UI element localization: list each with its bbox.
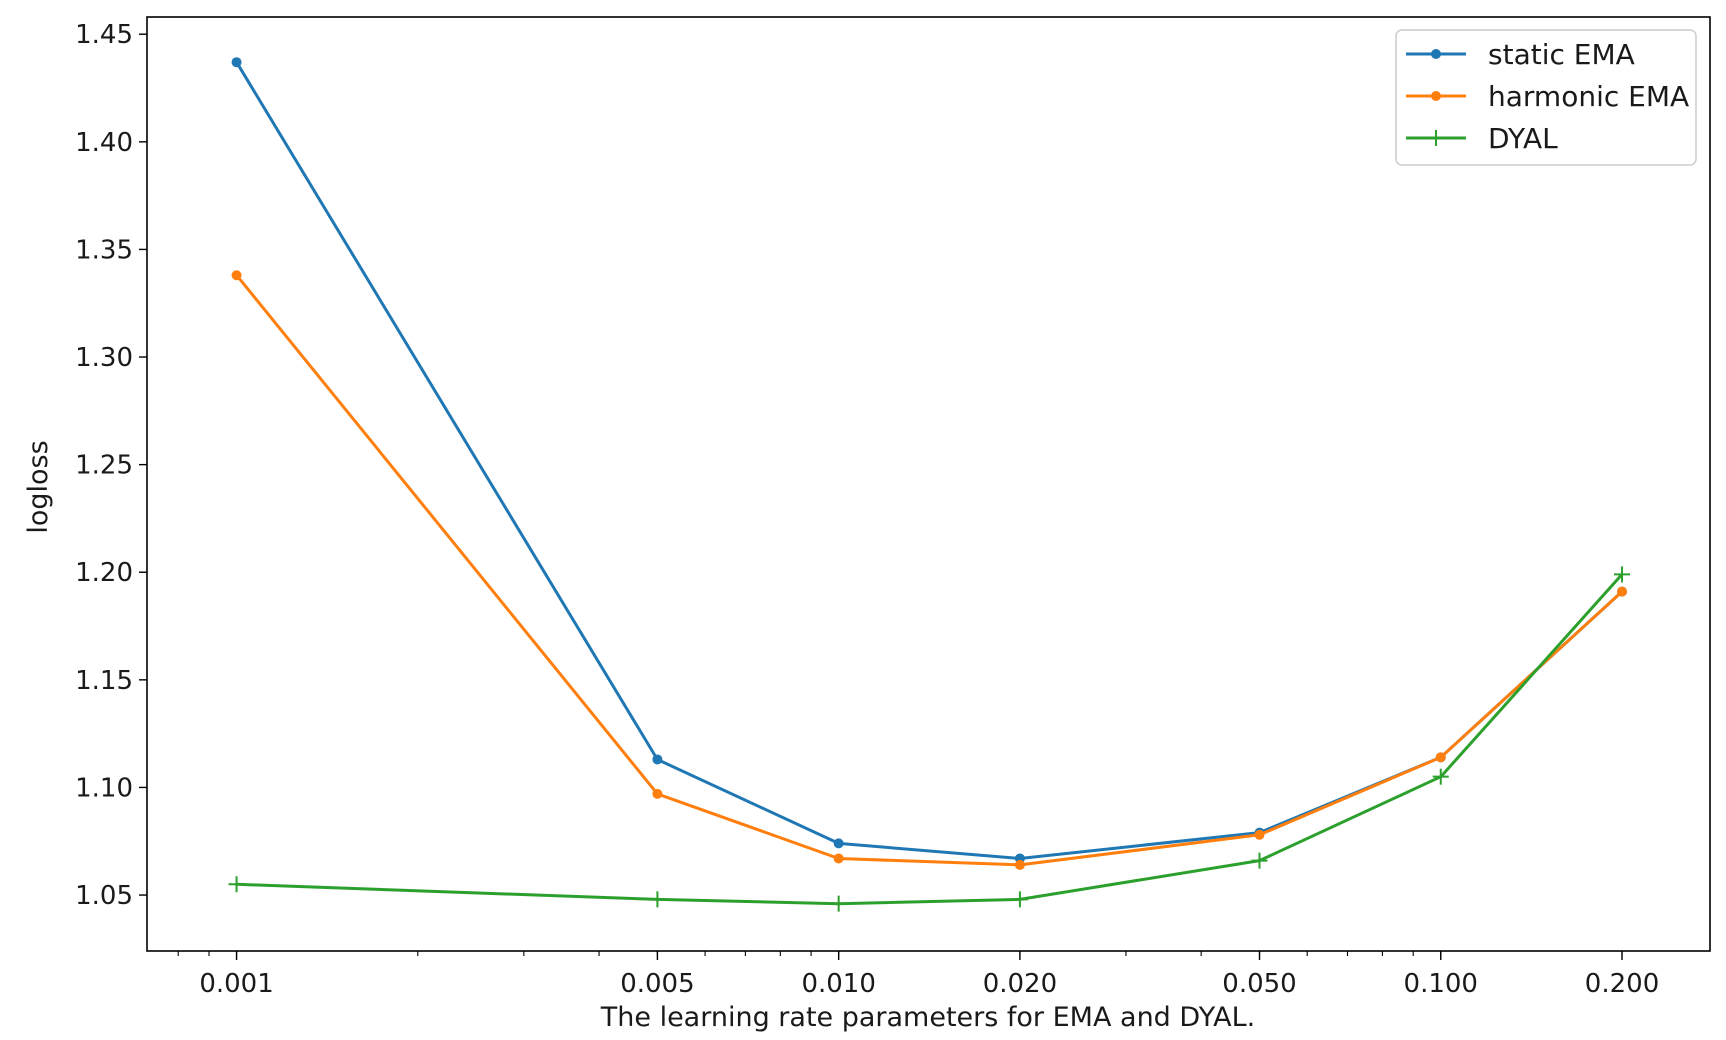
dyal-point xyxy=(1011,891,1028,908)
y-tick-label: 1.15 xyxy=(75,666,133,696)
x-axis-label: The learning rate parameters for EMA and… xyxy=(600,1002,1255,1033)
series-harmonic-ema xyxy=(231,270,1628,870)
static-ema-point xyxy=(231,57,242,68)
plot-frame xyxy=(146,16,1711,952)
harmonic-ema-point xyxy=(652,788,663,799)
y-tick-label: 1.30 xyxy=(75,343,133,373)
legend-marker xyxy=(1431,49,1441,59)
legend-label: harmonic EMA xyxy=(1488,80,1689,113)
harmonic-ema-line xyxy=(235,273,1624,867)
dyal-point xyxy=(830,895,847,912)
dyal-line xyxy=(235,572,1624,906)
y-tick-label: 1.10 xyxy=(75,773,133,803)
static-ema-point xyxy=(833,838,844,849)
static-ema-line xyxy=(235,60,1624,860)
dyal-point xyxy=(228,876,245,893)
series-static-ema xyxy=(231,57,1628,864)
x-tick-label: 0.100 xyxy=(1404,969,1478,999)
legend-item-harmonic-ema: harmonic EMA xyxy=(1406,80,1689,113)
x-axis: 0.001 0.005 0.010 0.020 0.050 0.100 0.200 xyxy=(177,951,1659,999)
y-tick-label: 1.40 xyxy=(75,128,133,158)
y-tick-label: 1.35 xyxy=(75,235,133,265)
x-tick-label: 0.050 xyxy=(1222,969,1296,999)
y-tick-label: 1.05 xyxy=(75,881,133,911)
y-axis-label: logloss xyxy=(23,440,54,533)
harmonic-ema-point xyxy=(1617,586,1628,597)
static-ema-point xyxy=(652,754,663,765)
harmonic-ema-point xyxy=(1254,829,1265,840)
x-tick-label: 0.005 xyxy=(620,969,694,999)
harmonic-ema-point xyxy=(833,853,844,864)
dyal-point xyxy=(1251,852,1268,869)
dyal-point xyxy=(1614,566,1631,583)
x-tick-label: 0.020 xyxy=(983,969,1057,999)
legend-marker xyxy=(1431,91,1441,101)
y-tick-label: 1.25 xyxy=(75,451,133,481)
y-tick-label: 1.45 xyxy=(75,20,133,50)
harmonic-ema-point xyxy=(1435,752,1446,763)
series-dyal xyxy=(228,566,1631,912)
harmonic-ema-point xyxy=(231,270,242,281)
x-tick-label: 0.200 xyxy=(1585,969,1659,999)
x-tick-label: 0.010 xyxy=(801,969,875,999)
legend-item-static-ema: static EMA xyxy=(1406,38,1635,71)
legend-label: static EMA xyxy=(1488,38,1635,71)
legend-marker xyxy=(1428,130,1444,146)
series-layer xyxy=(228,57,1631,912)
legend-box xyxy=(1395,29,1697,166)
harmonic-ema-point xyxy=(1014,859,1025,870)
legend-label: DYAL xyxy=(1488,122,1558,155)
legend: static EMA harmonic EMA DYAL xyxy=(1395,29,1697,166)
legend-item-dyal: DYAL xyxy=(1406,122,1558,155)
y-axis: 1.05 1.10 1.15 1.20 1.25 1.30 1.35 1.40 1.45 xyxy=(75,20,147,911)
y-tick-label: 1.20 xyxy=(75,558,133,588)
x-tick-label: 0.001 xyxy=(199,969,273,999)
dyal-point xyxy=(1432,768,1449,785)
dyal-point xyxy=(649,891,666,908)
